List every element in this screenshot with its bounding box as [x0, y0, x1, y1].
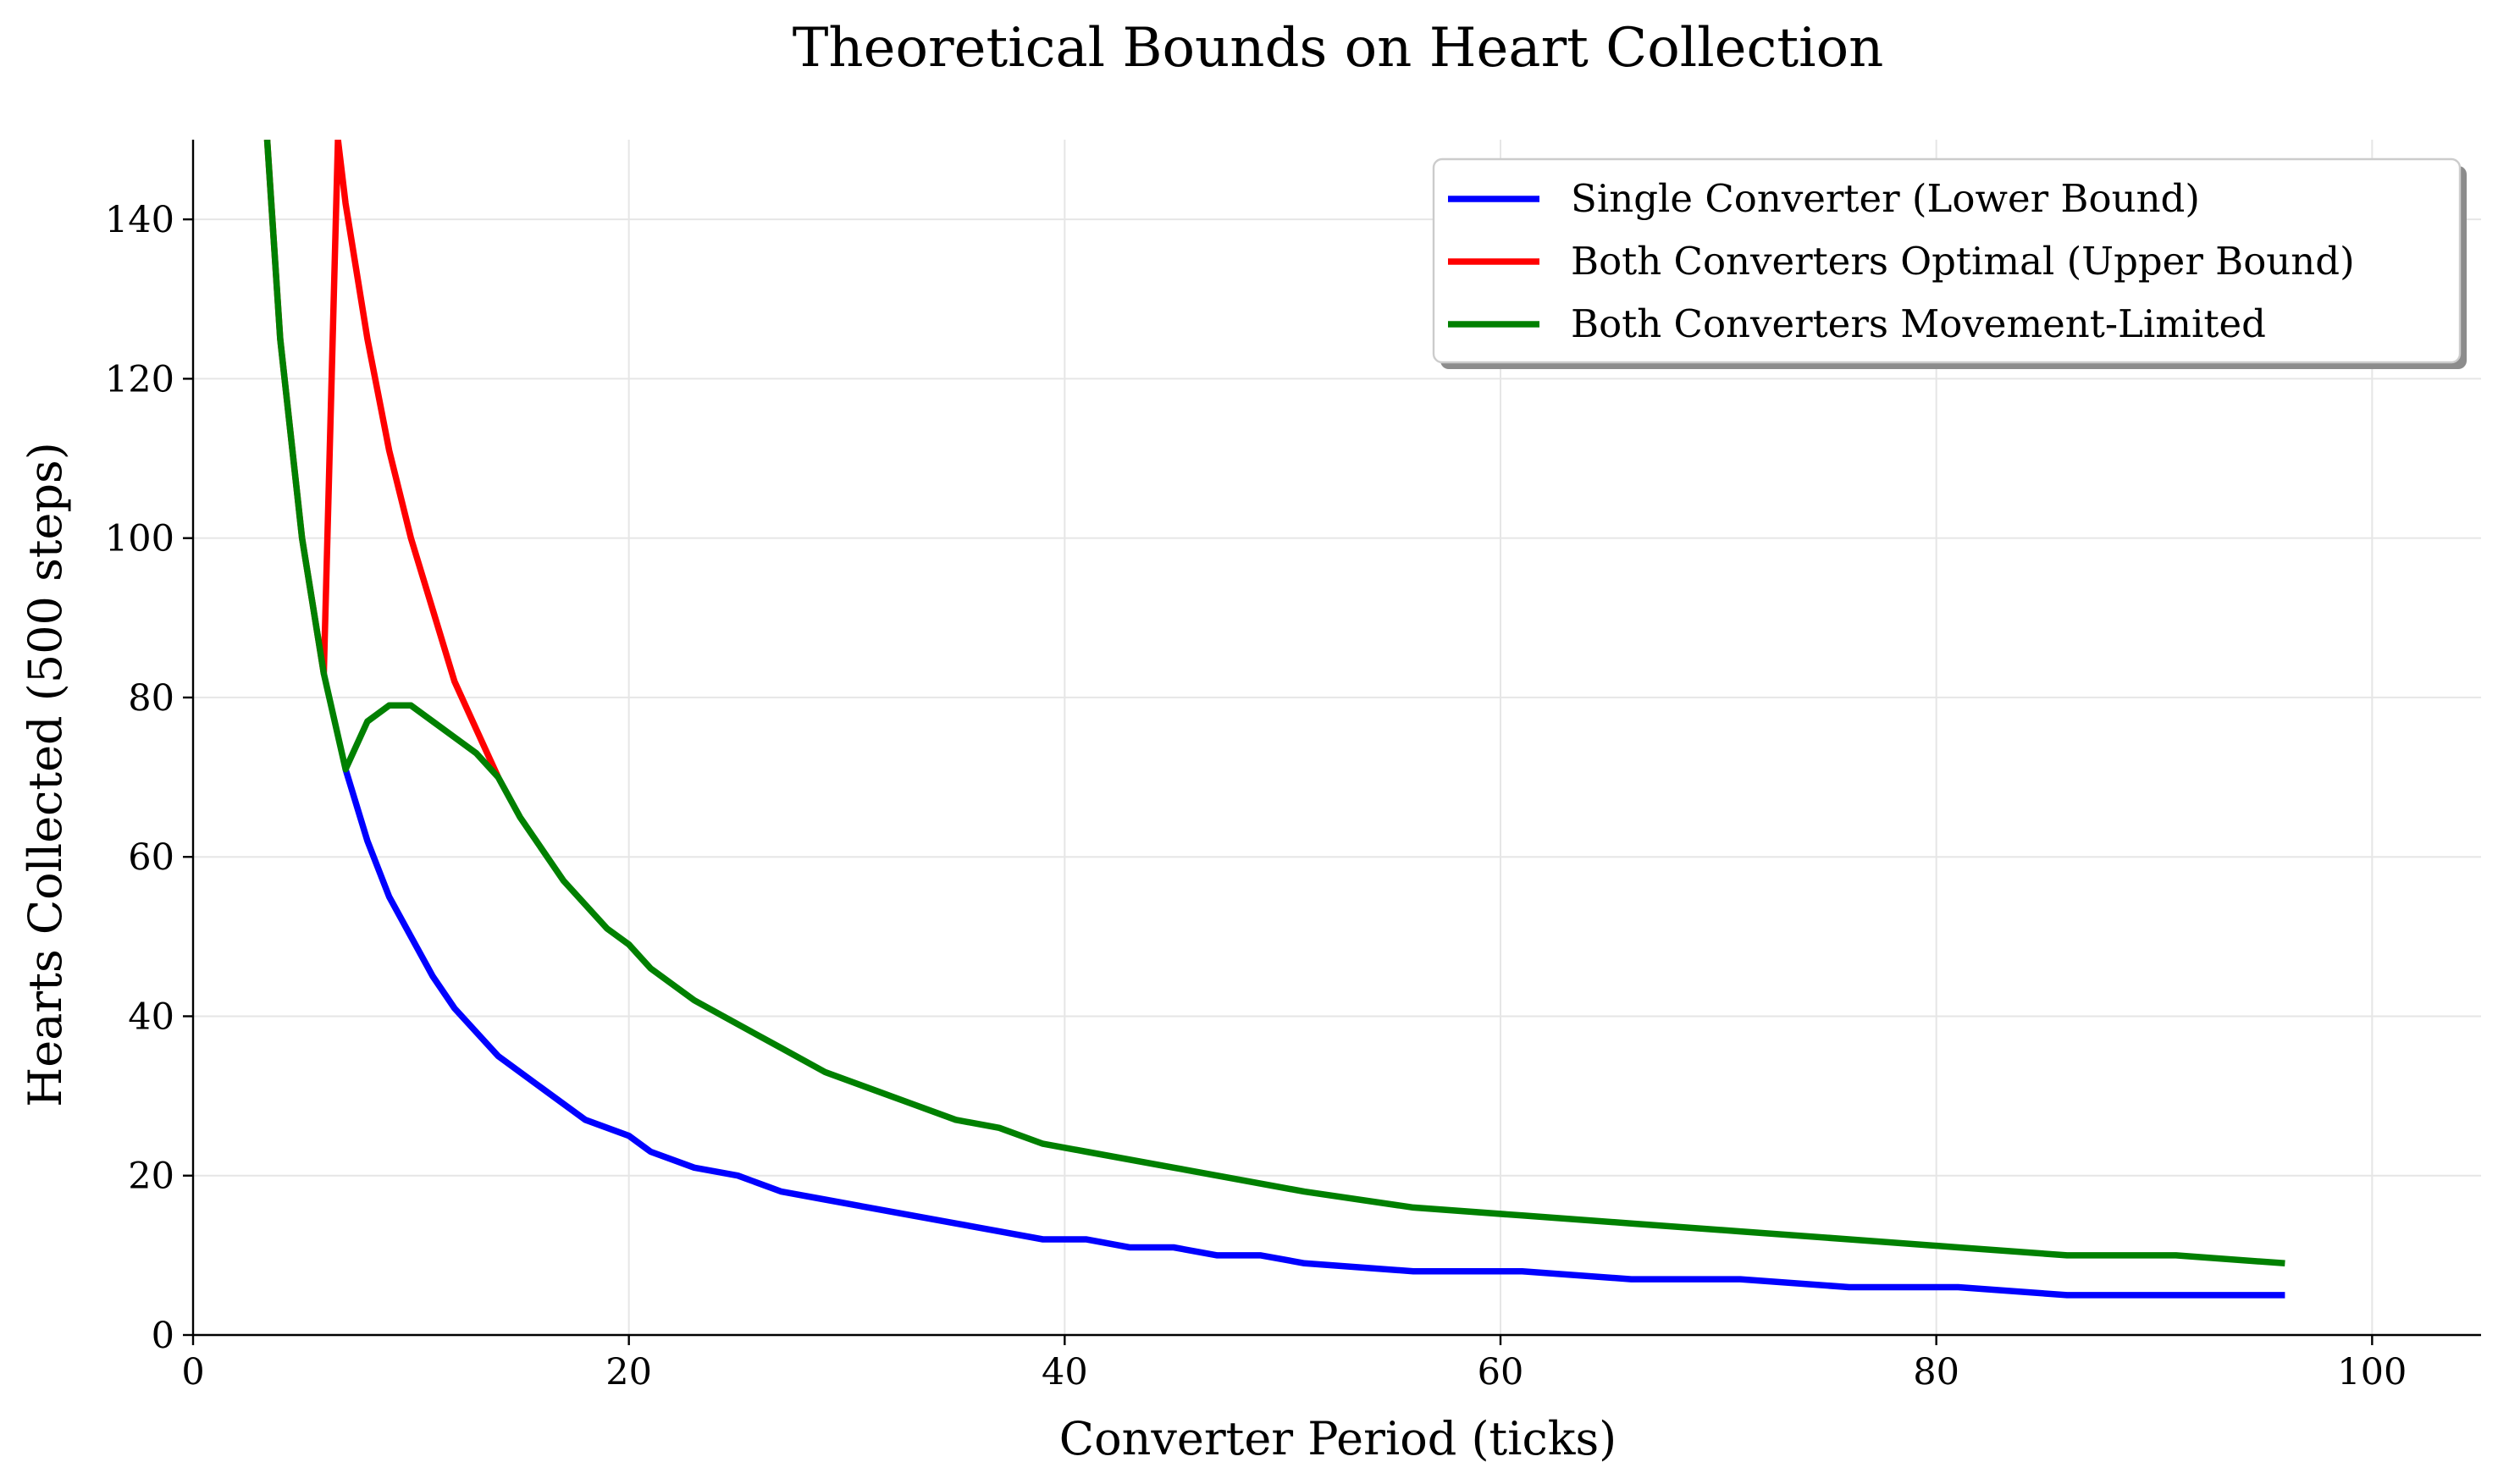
chart-title: Theoretical Bounds on Heart Collection [793, 17, 1884, 80]
series-line-1 [342, 768, 2285, 1299]
axes: 0 20 40 60 80 100 0 20 40 60 80 100 120 140 [105, 140, 2481, 1393]
series-lines [263, 140, 2285, 1299]
y-axis-label: Hearts Collected (500 steps) [19, 442, 72, 1107]
y-tick-label: 100 [105, 518, 174, 560]
x-tick-label: 0 [181, 1351, 204, 1393]
y-tick-label: 60 [128, 836, 174, 879]
y-tick-label: 120 [105, 358, 174, 400]
x-tick-label: 80 [1913, 1351, 1959, 1393]
x-tick-label: 100 [2337, 1351, 2407, 1393]
legend: Single Converter (Lower Bound) Both Conve… [1432, 157, 2467, 369]
legend-box [1432, 157, 2462, 364]
x-tick-label: 20 [605, 1351, 652, 1393]
y-tick-label: 140 [105, 199, 174, 241]
y-tick-label: 80 [128, 677, 174, 720]
y-tick-label: 0 [152, 1315, 174, 1357]
x-axis-label: Converter Period (ticks) [1059, 1412, 1617, 1465]
legend-label-2: Both Converters Optimal (Upper Bound) [1571, 239, 2355, 284]
y-tick-label: 20 [128, 1156, 174, 1198]
series-line-3 [263, 140, 2285, 1267]
grid [192, 140, 2481, 1336]
y-tick-label: 40 [128, 996, 174, 1038]
x-tick-label: 60 [1478, 1351, 1524, 1393]
x-tick-label: 40 [1042, 1351, 1088, 1393]
legend-label-1: Single Converter (Lower Bound) [1571, 176, 2200, 221]
legend-label-3: Both Converters Movement-Limited [1571, 301, 2266, 346]
